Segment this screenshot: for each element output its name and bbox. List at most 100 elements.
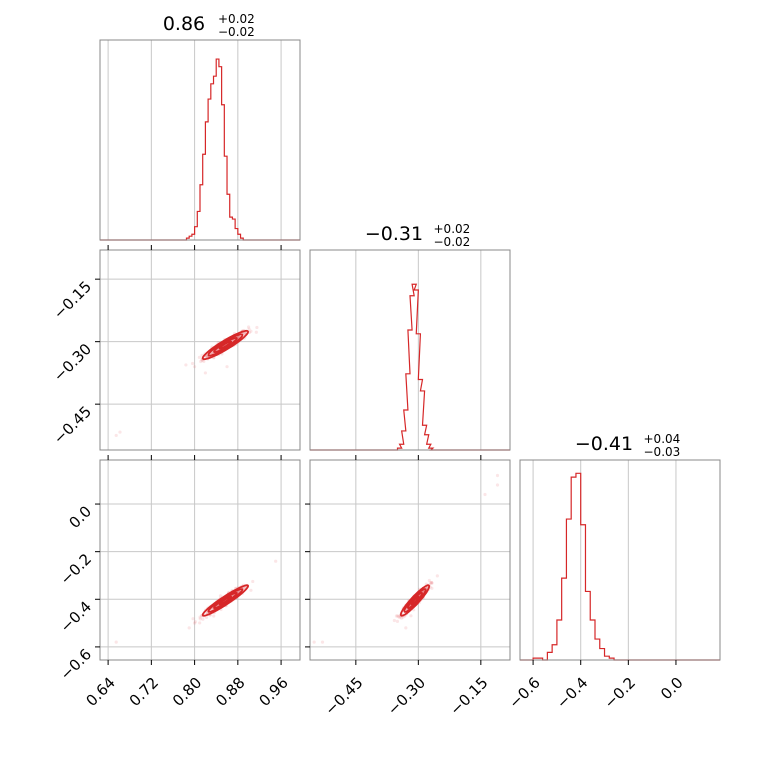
density-contour: [213, 592, 238, 609]
density-contour: [207, 588, 244, 613]
sample-point: [254, 330, 258, 334]
panel-frame: [309, 459, 511, 661]
outlier-sample: [404, 626, 408, 630]
x-tick-label: 0.0: [657, 674, 687, 704]
param-err-minus: −0.03: [644, 445, 681, 459]
sample-point: [395, 619, 400, 623]
histogram-step-line: [310, 283, 510, 451]
outlier-sample: [192, 621, 197, 625]
param-err-plus: +0.02: [218, 12, 255, 26]
y-tick-label: −0.4: [57, 598, 95, 636]
sample-point: [201, 617, 205, 621]
param-title: 0.86: [163, 13, 205, 35]
y-tick-label: −0.45: [50, 403, 95, 448]
panel-frame: [519, 459, 721, 661]
sample-point: [198, 621, 202, 625]
param-err-minus: −0.02: [218, 25, 255, 39]
x-tick-label: −0.30: [384, 674, 429, 719]
scatter-panel-1-2: [309, 459, 511, 661]
outlier-sample: [114, 640, 118, 644]
x-tick-label: −0.2: [601, 674, 639, 712]
sample-point: [247, 327, 251, 331]
sample-point: [212, 614, 216, 618]
sample-point: [255, 325, 259, 330]
outlier-sample: [118, 430, 122, 434]
panel-frame: [309, 249, 511, 451]
sample-point: [392, 618, 396, 623]
outlier-sample: [483, 492, 487, 497]
x-tick-label: 0.88: [212, 674, 248, 710]
histogram-step-line: [520, 472, 720, 661]
density-contour: [201, 584, 250, 617]
density-contour: [213, 337, 238, 353]
sample-point: [191, 617, 195, 621]
sample-point: [204, 355, 208, 359]
outlier-sample: [495, 473, 500, 478]
density-contour: [403, 588, 427, 613]
outlier-sample: [203, 371, 208, 375]
scatter-panel-0-2: [99, 459, 301, 661]
sample-point: [249, 588, 253, 592]
sample-point: [198, 615, 202, 619]
panel-frame: [99, 39, 301, 241]
x-tick-label: 0.80: [169, 674, 205, 710]
outlier-sample: [114, 433, 118, 438]
sample-point: [409, 614, 413, 618]
sample-point: [430, 586, 434, 590]
outlier-sample: [187, 626, 191, 630]
sample-point: [396, 615, 401, 619]
hist-panel-−0.31: −0.31 +0.02−0.02: [309, 222, 511, 451]
param-err-minus: −0.02: [434, 235, 471, 249]
y-tick-label: −0.2: [57, 550, 95, 588]
sample-points: [312, 473, 500, 644]
x-tick-label: −0.15: [446, 674, 491, 719]
outlier-sample: [312, 640, 316, 644]
density-contour: [410, 595, 420, 606]
density-contour: [207, 333, 244, 357]
sample-point: [427, 578, 431, 583]
outlier-sample: [225, 365, 229, 369]
sample-point: [249, 329, 253, 333]
density-contour: [406, 592, 424, 609]
x-tick-label: −0.45: [321, 674, 366, 719]
outlier-sample: [320, 640, 325, 644]
x-tick-label: 0.72: [126, 674, 162, 710]
scatter-panel-0-1: [99, 249, 301, 451]
sample-point: [205, 355, 209, 359]
outlier-sample: [495, 483, 500, 487]
sample-point: [184, 363, 188, 367]
sample-point: [202, 359, 206, 364]
sample-point: [190, 361, 195, 366]
outlier-sample: [274, 559, 278, 563]
y-tick-label: −0.15: [50, 278, 95, 323]
y-tick-label: −0.6: [57, 645, 95, 683]
sample-point: [251, 579, 255, 584]
sample-point: [398, 615, 402, 620]
sample-points: [114, 559, 278, 644]
density-contour: [201, 329, 250, 361]
sample-point: [199, 359, 203, 364]
x-tick-label: 0.64: [82, 674, 118, 710]
hist-panel-0.86: 0.86 +0.02−0.02: [99, 12, 301, 241]
sample-point: [198, 617, 202, 621]
y-tick-label: −0.30: [50, 340, 95, 385]
sample-point: [242, 331, 246, 335]
density-contour: [399, 584, 431, 617]
outlier-sample: [395, 614, 400, 618]
x-tick-label: −0.6: [505, 674, 543, 712]
sample-point: [399, 616, 404, 620]
sample-point: [428, 581, 433, 585]
sample-point: [246, 325, 251, 329]
sample-point: [430, 581, 434, 585]
panel-frame: [99, 459, 301, 661]
param-title: −0.41: [575, 433, 633, 455]
x-tick-label: −0.4: [553, 674, 591, 712]
outlier-sample: [192, 365, 197, 369]
y-tick-label: 0.0: [65, 502, 95, 532]
sample-point: [197, 355, 201, 359]
sample-point: [435, 574, 439, 578]
histogram-step-line: [100, 58, 300, 241]
density-contour: [218, 595, 232, 606]
hist-panel-−0.41: −0.41 +0.04−0.03: [519, 432, 721, 661]
